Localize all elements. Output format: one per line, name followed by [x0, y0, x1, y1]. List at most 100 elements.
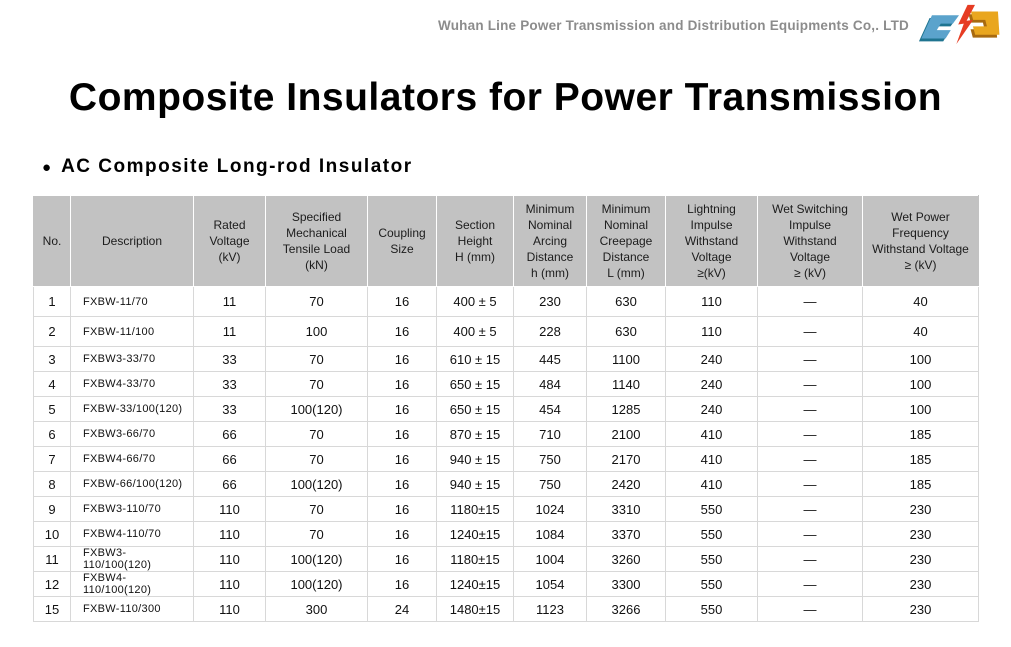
value-cell: 1140 [586, 371, 666, 397]
row-number: 15 [33, 596, 71, 622]
value-cell: 230 [862, 496, 979, 522]
value-cell: 16 [367, 371, 437, 397]
value-cell: 750 [513, 446, 587, 472]
row-number: 12 [33, 571, 71, 597]
column-header-5: Section Height H (mm) [436, 195, 514, 287]
value-cell: 33 [193, 346, 266, 372]
value-cell: 400 ± 5 [436, 316, 514, 347]
value-cell: 100 [862, 371, 979, 397]
table-row-6: 6 FXBW3-66/70 66 70 16 870 ± 15 710 2100 410—185 [33, 421, 979, 447]
value-cell: 710 [513, 421, 587, 447]
value-cell: 16 [367, 446, 437, 472]
value-cell: 16 [367, 496, 437, 522]
value-cell: 1240±15 [436, 571, 514, 597]
value-cell: 33 [193, 371, 266, 397]
table-row-1: 1 FXBW-11/70 11 70 16 400 ± 5 230 630 110—40 [33, 286, 979, 317]
row-number: 2 [33, 316, 71, 347]
value-cell: 610 ± 15 [436, 346, 514, 372]
value-cell: 100(120) [265, 546, 368, 572]
value-cell: 1100 [586, 346, 666, 372]
value-cell: 550 [665, 546, 758, 572]
column-header-0: No. [33, 195, 71, 287]
value-cell: 550 [665, 521, 758, 547]
description-cell: FXBW4-33/70 [70, 371, 194, 397]
column-header-8: Lightning Impulse Withstand Voltage ≥(kV… [665, 195, 758, 287]
value-cell: — [757, 471, 863, 497]
description-cell: FXBW4-110/100(120) [70, 571, 194, 597]
page-title: Composite Insulators for Power Transmiss… [68, 76, 943, 119]
column-header-9: Wet Switching Impulse Withstand Voltage … [757, 195, 863, 287]
column-header-7: Minimum Nominal Creepage Distance L (mm) [586, 195, 666, 287]
column-header-6: Minimum Nominal Arcing Distance h (mm) [513, 195, 587, 287]
value-cell: 3300 [586, 571, 666, 597]
value-cell: 70 [265, 346, 368, 372]
table-row-9: 9 FXBW3-110/70 110 70 16 1180±15 1024 3310 550—2… [33, 496, 979, 522]
column-header-4: Coupling Size [367, 195, 437, 287]
value-cell: 110 [193, 521, 266, 547]
value-cell: 3310 [586, 496, 666, 522]
column-header-3: Specified Mechanical Tensile Load (kN) [265, 195, 368, 287]
table-row-10: 10 FXBW4-110/70 110 70 16 1240±15 1084 3370 550—… [33, 521, 979, 547]
table-row-15: 15 FXBW-110/300 110 300 24 1480±15 1123 3266 550… [33, 596, 979, 622]
value-cell: 400 ± 5 [436, 286, 514, 317]
value-cell: 550 [665, 496, 758, 522]
table-row-8: 8 FXBW-66/100(120) 66 100(120) 16 940 ± 15 750… [33, 471, 979, 497]
value-cell: 630 [586, 316, 666, 347]
value-cell: 2170 [586, 446, 666, 472]
value-cell: 16 [367, 471, 437, 497]
value-cell: 70 [265, 421, 368, 447]
value-cell: 240 [665, 346, 758, 372]
value-cell: 70 [265, 371, 368, 397]
top-header-bar: Wuhan Line Power Transmission and Distri… [0, 0, 1011, 50]
value-cell: 1084 [513, 521, 587, 547]
value-cell: 1054 [513, 571, 587, 597]
value-cell: 3266 [586, 596, 666, 622]
value-cell: 240 [665, 371, 758, 397]
row-number: 8 [33, 471, 71, 497]
value-cell: 650 ± 15 [436, 396, 514, 422]
value-cell: 100 [862, 396, 979, 422]
value-cell: 100 [265, 316, 368, 347]
value-cell: 185 [862, 421, 979, 447]
value-cell: 16 [367, 346, 437, 372]
value-cell: — [757, 521, 863, 547]
value-cell: 2100 [586, 421, 666, 447]
value-cell: 240 [665, 396, 758, 422]
value-cell: 185 [862, 471, 979, 497]
column-header-1: Description [70, 195, 194, 287]
value-cell: 300 [265, 596, 368, 622]
insulator-spec-table: No. Description Rated Voltage (kV) Specifie… [33, 195, 979, 622]
value-cell: 40 [862, 316, 979, 347]
table-row-4: 4 FXBW4-33/70 33 70 16 650 ± 15 484 1140 240—100 [33, 371, 979, 397]
description-cell: FXBW-66/100(120) [70, 471, 194, 497]
value-cell: 24 [367, 596, 437, 622]
value-cell: 40 [862, 286, 979, 317]
value-cell: 100(120) [265, 471, 368, 497]
value-cell: 185 [862, 446, 979, 472]
value-cell: — [757, 421, 863, 447]
table-header-row: No. Description Rated Voltage (kV) Specifie… [33, 195, 979, 287]
value-cell: — [757, 596, 863, 622]
value-cell: 410 [665, 421, 758, 447]
value-cell: 66 [193, 471, 266, 497]
value-cell: 1180±15 [436, 496, 514, 522]
value-cell: — [757, 286, 863, 317]
value-cell: 70 [265, 446, 368, 472]
value-cell: 230 [862, 596, 979, 622]
bullet-icon: ● [42, 158, 52, 176]
description-cell: FXBW3-110/100(120) [70, 546, 194, 572]
value-cell: 66 [193, 421, 266, 447]
description-cell: FXBW3-66/70 [70, 421, 194, 447]
description-cell: FXBW-110/300 [70, 596, 194, 622]
description-cell: FXBW-11/100 [70, 316, 194, 347]
row-number: 7 [33, 446, 71, 472]
value-cell: 550 [665, 571, 758, 597]
value-cell: — [757, 546, 863, 572]
description-cell: FXBW-11/70 [70, 286, 194, 317]
row-number: 3 [33, 346, 71, 372]
value-cell: 1285 [586, 396, 666, 422]
value-cell: 230 [862, 571, 979, 597]
table-row-3: 3 FXBW3-33/70 33 70 16 610 ± 15 445 1100 240—100 [33, 346, 979, 372]
value-cell: 750 [513, 471, 587, 497]
section-heading-label: AC Composite Long-rod Insulator [61, 156, 413, 177]
